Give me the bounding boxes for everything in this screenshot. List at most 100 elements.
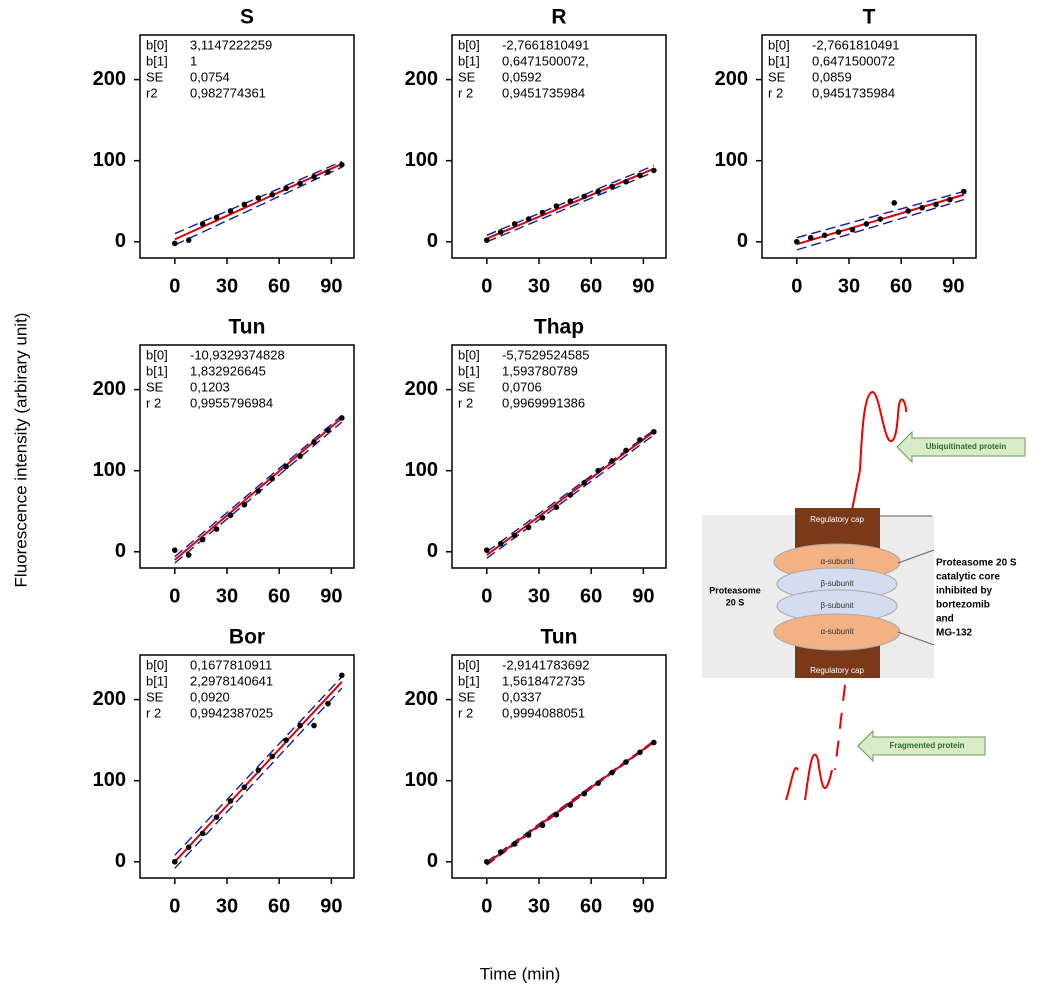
point (554, 504, 560, 510)
stat-label: b[1] (458, 53, 480, 68)
point (651, 429, 657, 435)
point (512, 221, 518, 227)
stat-label: SE (458, 379, 476, 394)
note: inhibited by (936, 586, 993, 597)
x-tick-label: 60 (268, 275, 290, 297)
stat-value: 0,9994088051 (502, 705, 585, 720)
y-tick-label: 200 (405, 688, 438, 710)
protein-strand (852, 470, 860, 510)
plot-frame (452, 655, 666, 878)
point (339, 672, 345, 678)
panel-title: Tun (541, 626, 578, 649)
point (568, 198, 574, 204)
stat-value: 0,0920 (190, 689, 230, 704)
point (200, 831, 206, 837)
stat-label: b[0] (768, 37, 790, 52)
stat-label: b[0] (458, 347, 480, 362)
point (595, 468, 601, 474)
point (623, 448, 629, 454)
panel: R01002000306090b[0]-2,7661810491b[1]0,64… (405, 6, 666, 298)
panel: Tun01002000306090b[0]-10,9329374828b[1]1… (93, 316, 354, 608)
protein-strand (860, 392, 906, 470)
point (186, 844, 192, 850)
point (878, 216, 884, 222)
point (864, 221, 870, 227)
stat-value: 1 (190, 53, 197, 68)
stat-label: r 2 (458, 395, 473, 410)
y-tick-label: 200 (715, 68, 748, 90)
y-tick-label: 100 (405, 149, 438, 171)
note: MG-132 (936, 628, 973, 639)
cap-label: Regulatory cap (810, 515, 864, 524)
arrow-label: Fragmented protein (889, 741, 964, 750)
x-tick-label: 90 (632, 895, 654, 917)
point (256, 488, 262, 494)
y-axis-label: Fluorescence intensity (arbirary unit) (11, 313, 30, 588)
point (961, 189, 967, 195)
stat-label: b[0] (146, 347, 168, 362)
arrow-label: Ubiquitinated protein (926, 442, 1007, 451)
point (339, 415, 345, 421)
point (228, 512, 234, 518)
point (484, 859, 490, 865)
y-tick-label: 100 (93, 769, 126, 791)
cap-label: Regulatory cap (810, 666, 864, 675)
x-tick-label: 60 (890, 275, 912, 297)
stat-label: b[1] (146, 673, 168, 688)
point (214, 814, 220, 820)
stat-label: b[1] (458, 363, 480, 378)
stat-value: -5,7529524585 (502, 347, 589, 362)
point (186, 237, 192, 243)
stat-value: 0,0706 (502, 379, 542, 394)
panel-title: R (551, 6, 566, 29)
x-tick-label: 60 (580, 585, 602, 607)
stat-value: -10,9329374828 (190, 347, 285, 362)
proteasome-diagram: Regulatory cap Regulatory cap α-subunit … (702, 392, 1025, 800)
stat-label: b[1] (146, 53, 168, 68)
point (581, 791, 587, 797)
point (498, 229, 504, 235)
x-tick-label: 90 (942, 275, 964, 297)
point (609, 184, 615, 190)
figure: Time (min) Fluorescence intensity (arbir… (0, 0, 1043, 987)
point (822, 232, 828, 238)
stat-value: 0,1677810911 (190, 657, 272, 672)
left-label: 20 S (726, 597, 745, 607)
y-tick-label: 0 (427, 540, 438, 562)
point (242, 784, 248, 790)
panel-title: Thap (534, 316, 584, 339)
point (540, 515, 546, 521)
x-tick-label: 90 (320, 585, 342, 607)
confidence-band (175, 416, 342, 557)
x-tick-label: 60 (580, 895, 602, 917)
point (311, 723, 317, 729)
x-tick-label: 0 (169, 585, 180, 607)
confidence-band (797, 200, 964, 250)
stat-value: -2,9141783692 (502, 657, 589, 672)
point (581, 194, 587, 200)
y-tick-label: 0 (115, 540, 126, 562)
point (933, 202, 939, 208)
point (794, 239, 800, 245)
point (919, 205, 925, 211)
point (609, 458, 615, 464)
stat-label: r 2 (458, 85, 473, 100)
point (637, 172, 643, 178)
stat-value: 0,0592 (502, 69, 542, 84)
stat-value: 0,9955796984 (190, 395, 273, 410)
x-tick-label: 60 (580, 275, 602, 297)
point (283, 464, 289, 470)
point (581, 480, 587, 486)
stat-value: 3,1147222259 (190, 37, 272, 52)
point (339, 162, 345, 168)
point (172, 859, 178, 865)
x-axis-label: Time (min) (480, 964, 561, 983)
protein-fragments (835, 685, 845, 770)
point (269, 192, 275, 198)
x-tick-label: 0 (169, 275, 180, 297)
point (526, 832, 532, 838)
point (498, 849, 504, 855)
point (498, 541, 504, 547)
y-tick-label: 200 (93, 378, 126, 400)
